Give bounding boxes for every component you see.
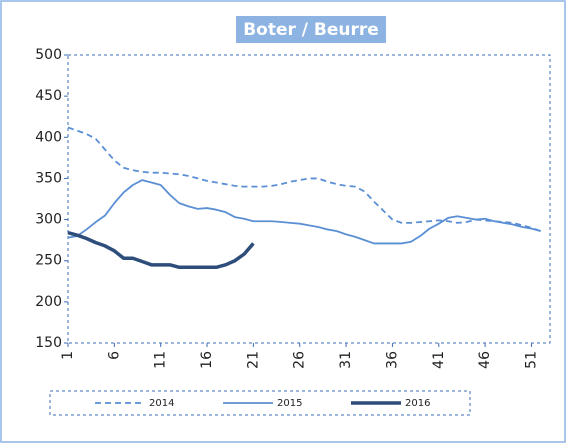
legend-label: 2014 xyxy=(149,398,174,409)
x-tick-label: 31 xyxy=(338,351,354,369)
chart-title: Boter / Beurre xyxy=(243,20,379,40)
x-tick-label: 41 xyxy=(431,351,447,369)
title-box xyxy=(236,16,386,43)
legend-label: 2016 xyxy=(405,398,430,409)
x-tick-label: 1 xyxy=(60,351,76,360)
x-tick-label: 16 xyxy=(199,351,215,369)
series-line xyxy=(67,231,255,270)
plot-area xyxy=(67,54,551,344)
y-tick-label: 400 xyxy=(35,129,62,145)
x-tick-label: 21 xyxy=(245,351,261,369)
y-tick-label: 200 xyxy=(35,294,62,310)
legend-label: 2015 xyxy=(277,398,302,409)
series-line xyxy=(67,126,542,232)
x-tick-label: 51 xyxy=(523,351,539,369)
x-tick-label: 46 xyxy=(477,351,493,369)
y-tick-label: 300 xyxy=(35,212,62,228)
series-line xyxy=(67,179,541,245)
y-tick-label: 500 xyxy=(35,47,62,63)
x-tick-label: 26 xyxy=(292,351,308,369)
legend-box xyxy=(49,390,471,416)
x-tick-label: 36 xyxy=(384,351,400,369)
x-tick-label: 6 xyxy=(106,351,122,360)
y-tick-label: 250 xyxy=(35,253,62,269)
y-tick-label: 350 xyxy=(35,170,62,186)
y-tick-label: 450 xyxy=(35,88,62,104)
y-tick-label: 150 xyxy=(35,335,62,351)
x-tick-label: 11 xyxy=(153,351,169,369)
